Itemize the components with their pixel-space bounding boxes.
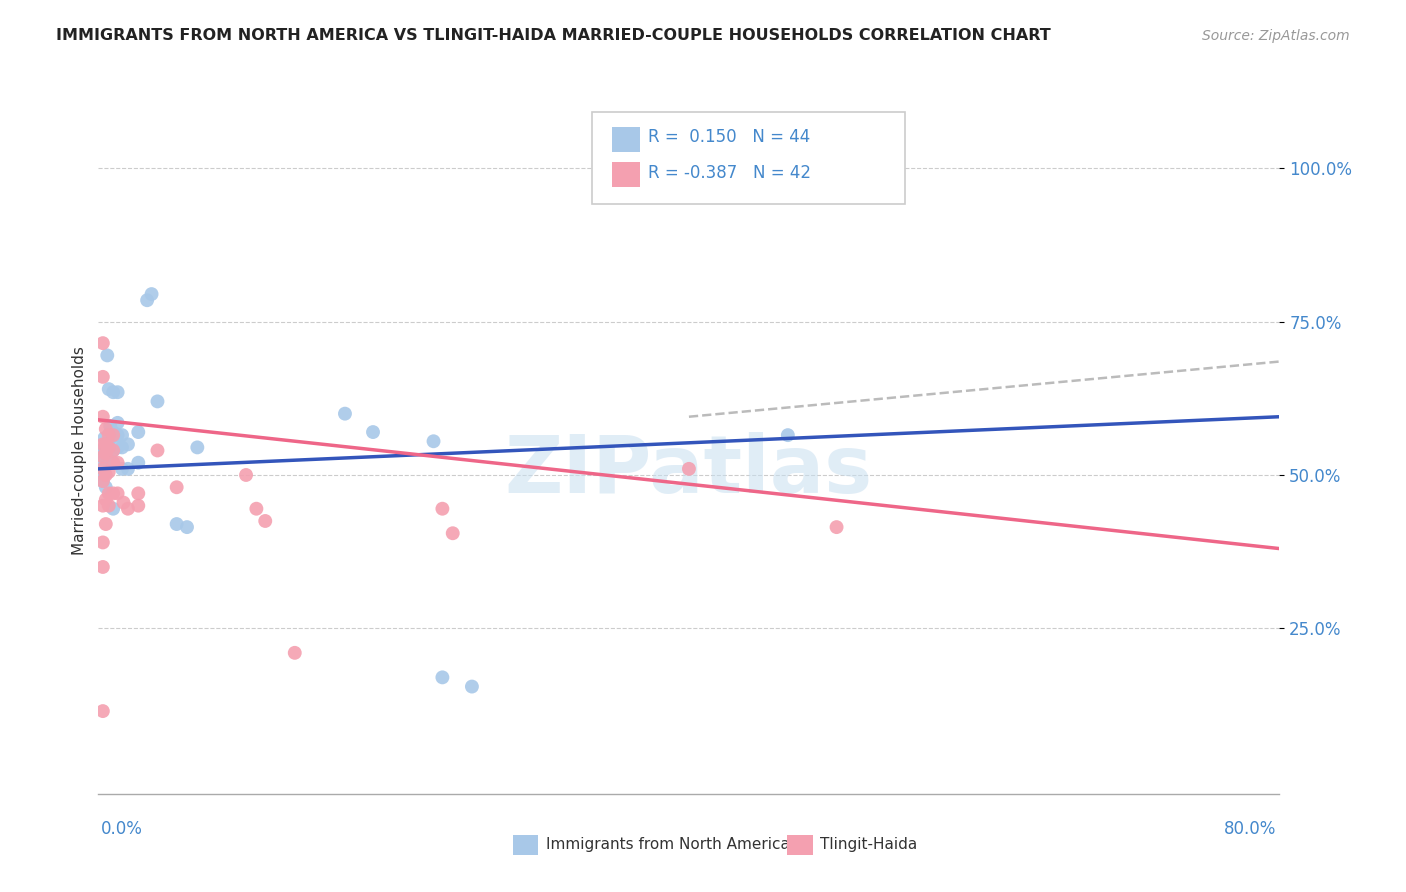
Point [127,456,149,470]
Point [98,419,121,434]
Point [94,492,117,507]
Y-axis label: Married-couple Households: Married-couple Households [72,346,87,555]
Point [127,486,149,500]
Point [103,425,125,439]
Point [93,441,115,455]
Point [107,416,129,430]
Point [97,382,120,396]
Point [146,443,169,458]
Point [103,428,125,442]
Point [146,394,169,409]
Point [103,486,125,500]
Point [91,336,114,351]
Point [678,462,700,476]
Point [91,535,114,549]
Point [117,501,139,516]
Point [94,422,117,436]
Point [103,456,125,470]
Text: R = -0.387   N = 42: R = -0.387 N = 42 [648,163,811,181]
Text: IMMIGRANTS FROM NORTH AMERICA VS TLINGIT-HAIDA MARRIED-COUPLE HOUSEHOLDS CORRELA: IMMIGRANTS FROM NORTH AMERICA VS TLINGIT… [56,29,1052,43]
Point [432,670,454,684]
Point [91,409,114,424]
Point [91,458,114,473]
Point [166,517,188,532]
Point [98,431,121,445]
Point [284,646,307,660]
Point [254,514,277,528]
Point [441,526,464,541]
Point [94,441,117,455]
Point [776,428,799,442]
Point [94,480,117,494]
Point [94,517,117,532]
Point [117,437,139,451]
Point [94,467,117,482]
Point [91,704,114,718]
Point [461,680,484,694]
Point [678,155,700,169]
Point [98,425,121,439]
Point [94,446,117,460]
Point [97,499,120,513]
Point [166,480,188,494]
Point [825,520,848,534]
Point [127,425,149,439]
Point [103,385,125,400]
Point [136,293,159,308]
Point [91,446,114,460]
Point [97,441,120,455]
Point [117,462,139,476]
Point [103,501,125,516]
Point [107,385,129,400]
Point [91,450,114,464]
Point [91,474,114,488]
Text: Source: ZipAtlas.com: Source: ZipAtlas.com [1202,29,1350,43]
Point [111,428,134,442]
Point [93,450,115,464]
Point [176,520,198,534]
Point [112,495,135,509]
Text: 0.0%: 0.0% [101,820,143,838]
Point [127,499,149,513]
Point [103,443,125,458]
Point [186,441,208,455]
Point [107,456,129,470]
Point [96,348,118,362]
Text: ZIPatlas: ZIPatlas [505,432,873,510]
Point [361,425,384,439]
Point [141,287,163,301]
Point [107,428,129,442]
Point [91,560,114,574]
Point [432,501,454,516]
Point [94,437,117,451]
Point [91,467,114,482]
Point [422,434,444,449]
Point [93,431,115,445]
Point [91,369,114,384]
Point [111,441,134,455]
Point [103,456,125,470]
Point [93,462,115,476]
Text: Immigrants from North America: Immigrants from North America [546,838,789,852]
Text: Tlingit-Haida: Tlingit-Haida [820,838,917,852]
Point [111,462,134,476]
Point [91,499,114,513]
Point [97,465,120,479]
Point [91,437,114,451]
Text: R =  0.150   N = 44: R = 0.150 N = 44 [648,128,810,145]
Point [97,428,120,442]
Point [235,467,257,482]
Point [103,443,125,458]
Point [107,441,129,455]
Point [333,407,356,421]
Point [91,474,114,488]
Text: 80.0%: 80.0% [1225,820,1277,838]
Point [245,501,267,516]
Point [91,462,114,476]
Point [107,486,129,500]
Point [97,486,120,500]
